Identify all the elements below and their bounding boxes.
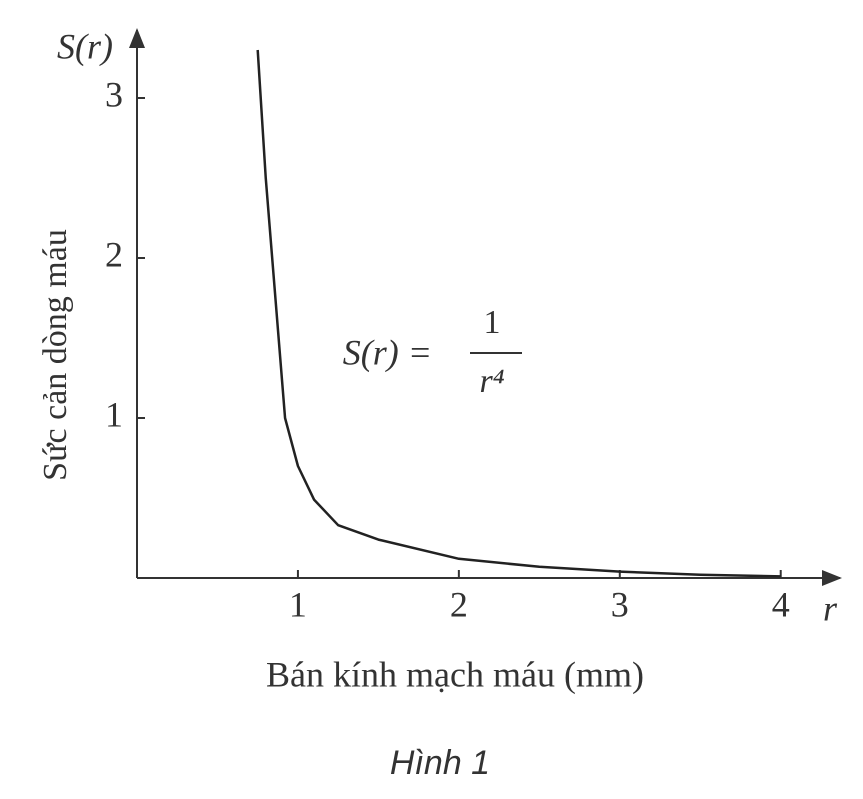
y-tick-label: 1 xyxy=(105,394,123,434)
formula-lhs: S(r) = xyxy=(343,332,432,372)
curve xyxy=(256,49,781,578)
x-tick-label: 1 xyxy=(289,584,307,624)
x-tick-label: 4 xyxy=(772,584,790,624)
y-axis-label: Sức cản dòng máu xyxy=(37,229,74,481)
x-tick-label: 2 xyxy=(450,584,468,624)
x-axis-symbol: r xyxy=(823,588,838,628)
y-axis-symbol: S(r) xyxy=(57,26,113,66)
formula-denominator: r⁴ xyxy=(479,363,504,400)
formula-numerator: 1 xyxy=(484,304,501,341)
y-tick-label: 3 xyxy=(105,74,123,114)
x-axis-label: Bán kính mạch máu (mm) xyxy=(266,654,644,694)
y-tick-label: 2 xyxy=(105,234,123,274)
x-tick-label: 3 xyxy=(611,584,629,624)
caption: Hình 1 xyxy=(390,744,490,782)
